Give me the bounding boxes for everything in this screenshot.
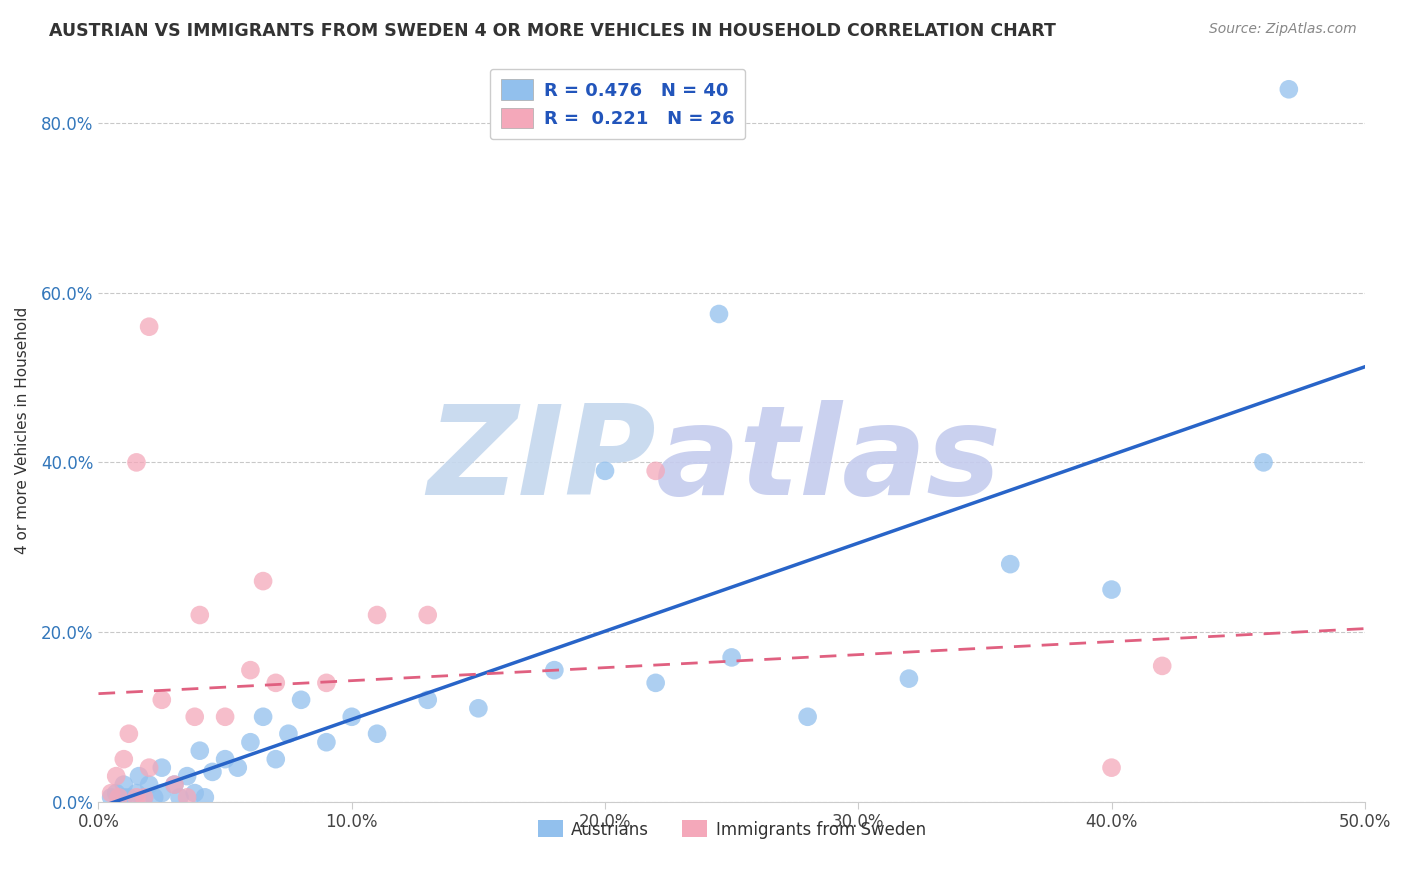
Point [1101,582,1123,597]
Point [138,761,160,775]
Point [1278,82,1301,96]
Point [150,693,173,707]
Text: atlas: atlas [655,400,1001,521]
Point [183,710,205,724]
Point [1152,659,1174,673]
Point [416,693,439,707]
Point [143,790,166,805]
Point [226,761,249,775]
Point [150,761,173,775]
Point [1000,557,1022,571]
Point [163,778,186,792]
Point [796,710,818,724]
Point [112,790,135,805]
Point [125,790,148,805]
Point [118,727,141,741]
Point [132,790,155,805]
Point [118,790,141,805]
Point [188,744,211,758]
Point [315,676,337,690]
Point [188,607,211,622]
Point [176,769,198,783]
Point [138,319,160,334]
Point [897,672,920,686]
Point [214,710,236,724]
Point [1253,455,1275,469]
Point [105,786,128,800]
Point [128,769,150,783]
Point [252,710,274,724]
Point [169,790,191,805]
Point [340,710,363,724]
Point [720,650,742,665]
Point [201,764,224,779]
Point [264,676,287,690]
Point [644,676,666,690]
Point [214,752,236,766]
Point [239,735,262,749]
Point [416,607,439,622]
Point [112,752,135,766]
Point [707,307,730,321]
Point [593,464,616,478]
Point [290,693,312,707]
Point [239,663,262,677]
Text: AUSTRIAN VS IMMIGRANTS FROM SWEDEN 4 OR MORE VEHICLES IN HOUSEHOLD CORRELATION C: AUSTRIAN VS IMMIGRANTS FROM SWEDEN 4 OR … [49,22,1056,40]
Point [264,752,287,766]
Point [252,574,274,588]
Point [194,790,217,805]
Point [125,786,148,800]
Point [1101,761,1123,775]
Point [125,455,148,469]
Point [163,778,186,792]
Y-axis label: 4 or more Vehicles in Household: 4 or more Vehicles in Household [15,307,30,554]
Point [315,735,337,749]
Point [366,607,388,622]
Point [467,701,489,715]
Point [100,786,122,800]
Text: Source: ZipAtlas.com: Source: ZipAtlas.com [1209,22,1357,37]
Point [107,790,129,805]
Point [644,464,666,478]
Point [183,786,205,800]
Point [132,790,155,805]
Point [366,727,388,741]
Point [543,663,565,677]
Point [150,786,173,800]
Text: ZIP: ZIP [427,400,655,521]
Point [138,778,160,792]
Point [100,790,122,805]
Point [112,778,135,792]
Point [105,769,128,783]
Point [277,727,299,741]
Point [176,790,198,805]
Legend: Austrians, Immigrants from Sweden: Austrians, Immigrants from Sweden [531,814,932,846]
